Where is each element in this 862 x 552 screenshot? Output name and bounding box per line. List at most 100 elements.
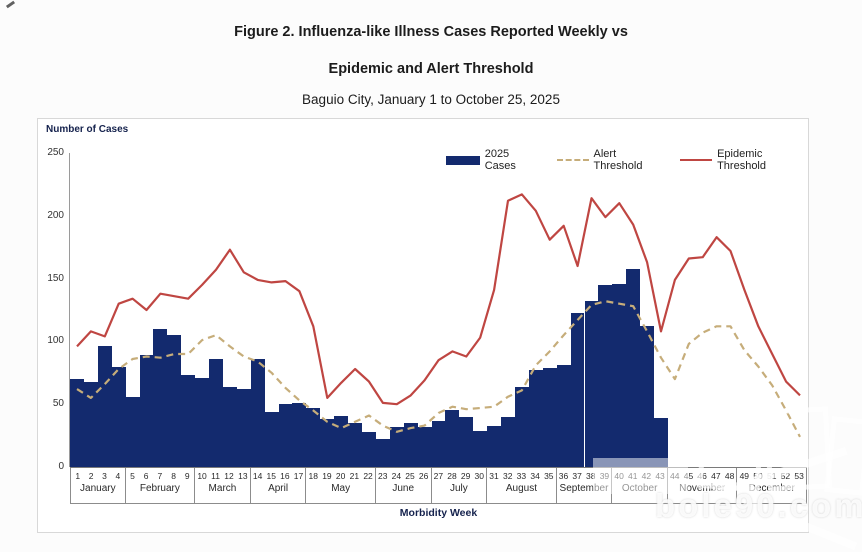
week-numbers: 23 24 25 26 [376,468,431,481]
bar-week-35 [542,367,557,467]
month-cell-february: 5 6 7 8 9 February [126,468,196,503]
week-number-48: 48 [724,471,735,481]
legend-item-alert-threshold: Alert Threshold [556,148,664,172]
bar-week-20 [334,415,349,467]
month-cell-january: 1 2 3 4 January [70,468,126,503]
week-number-47: 47 [711,471,721,481]
week-number-28: 28 [447,471,457,481]
legend-item-epidemic-threshold: Epidemic Threshold [680,148,808,172]
legend-label: 2025 Cases [484,148,516,172]
y-tick-150: 150 [47,272,64,284]
week-number-27: 27 [433,471,444,481]
week-number-41: 41 [628,471,638,481]
y-tick-50: 50 [52,398,64,410]
week-number-40: 40 [614,471,624,481]
month-label-january: January [80,483,116,494]
bar-week-4 [111,366,126,467]
bar-week-41 [626,268,641,467]
week-number-31: 31 [489,471,499,481]
week-number-43: 43 [655,471,665,481]
week-number-16: 16 [280,471,290,481]
y-tick-0: 0 [58,461,64,472]
week-number-36: 36 [558,471,569,481]
bar-week-11 [209,358,223,467]
month-cell-june: 23 24 25 26 June [376,468,432,503]
figure-subtitle: Baguio City, January 1 to October 25, 20… [302,92,560,107]
bar-week-16 [278,404,293,467]
week-number-5: 5 [130,471,135,481]
week-number-35: 35 [544,471,554,481]
bar-week-27 [431,420,446,467]
week-numbers: 14 15 16 17 [251,468,306,481]
bar-week-37 [570,312,585,467]
legend-swatch-line [680,159,713,161]
epidemic-threshold-line [76,193,801,406]
bar-week-34 [528,370,543,467]
week-number-50: 50 [753,471,763,481]
week-number-8: 8 [171,471,176,481]
alert-threshold-line [76,300,801,438]
bar-week-3 [97,346,112,467]
figure-title-line1: Figure 2. Influenza-like Illness Cases R… [234,24,628,40]
month-label-april: April [268,483,289,494]
bar-week-2 [83,381,98,467]
month-cell-july: 27 28 29 30 July [432,468,488,503]
watermark-glyph [824,416,862,496]
y-axis-title: Number of Cases [46,124,129,135]
bar-week-33 [514,386,529,467]
chart-legend: 2025 Cases Alert Threshold Epidemic Thresh… [446,148,808,172]
bar-week-42 [640,326,655,467]
month-label-december: December [748,483,795,494]
week-number-30: 30 [474,471,485,481]
week-number-23: 23 [378,471,388,481]
bar-week-22 [362,431,376,467]
plot-region [70,153,807,467]
week-numbers: 44 45 46 47 48 [668,468,737,481]
week-number-53: 53 [794,471,804,481]
week-number-2: 2 [88,471,94,481]
week-number-26: 26 [418,471,429,481]
month-cell-november: 44 45 46 47 48 November [668,468,738,503]
bar-week-32 [501,416,515,467]
bar-week-28 [445,410,460,467]
week-number-34: 34 [530,471,540,481]
week-number-15: 15 [266,471,276,481]
week-number-42: 42 [641,471,652,481]
week-number-6: 6 [143,471,149,481]
cases-bar-series [70,153,807,467]
y-axis-line [69,153,70,467]
week-number-4: 4 [115,471,121,481]
month-label-november: November [679,483,726,494]
month-cell-may: 18 19 20 21 22 May [306,468,376,503]
bar-week-25 [403,423,418,467]
bar-week-40 [612,283,627,467]
bar-week-26 [417,426,432,467]
bar-week-1 [70,379,84,467]
bar-week-19 [320,419,335,467]
week-number-22: 22 [363,471,373,481]
month-label-july: July [449,483,468,494]
bar-week-8 [167,335,182,467]
x-axis-strip: 1 2 3 4 January 5 6 7 8 9 February 10 11 12 13 March 14 1… [70,467,807,504]
legend-label: Epidemic Threshold [717,148,766,172]
bar-week-5 [125,396,140,467]
week-number-44: 44 [670,471,680,481]
bar-week-31 [487,425,502,467]
week-number-10: 10 [197,471,207,481]
bar-week-21 [348,423,362,467]
month-label-may: May [331,483,351,494]
week-number-21: 21 [349,471,360,481]
week-number-13: 13 [238,471,248,481]
bar-week-13 [236,389,251,467]
scan-artifact-mark [5,0,16,9]
week-number-9: 9 [184,471,190,481]
week-number-7: 7 [157,471,163,481]
bar-week-39 [598,284,613,467]
bar-week-14 [250,358,265,467]
y-tick-200: 200 [47,209,64,221]
week-number-33: 33 [516,471,527,481]
bar-week-9 [181,375,196,467]
week-number-49: 49 [739,471,750,481]
